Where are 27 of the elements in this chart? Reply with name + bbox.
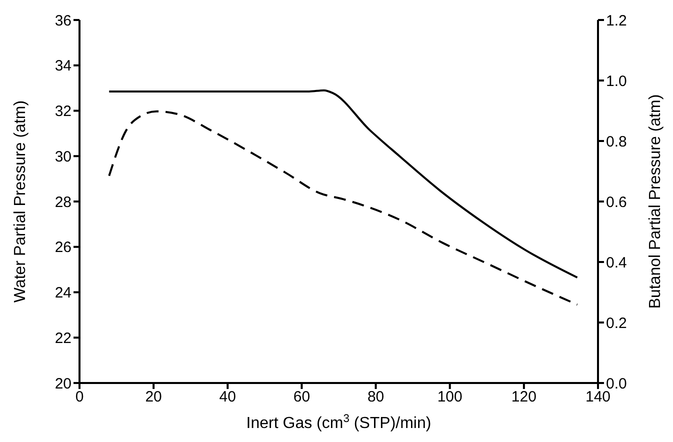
y2-tick-label: 0.2 (606, 314, 627, 332)
y2-axis-title: Butanol Partial Pressure (atm) (646, 94, 664, 309)
x-tick-label: 80 (367, 388, 384, 406)
x-tick-label: 60 (293, 388, 310, 406)
y2-tick-label: 1.0 (606, 72, 627, 90)
y-tick-label: 20 (54, 375, 72, 392)
y2-tick-label: 1.2 (606, 12, 627, 30)
x-tick-label: 40 (219, 388, 236, 406)
y-tick-label: 26 (54, 239, 72, 256)
y-axis-title: Water Partial Pressure (atm) (12, 100, 28, 303)
y2-tick-label: 0.4 (606, 254, 627, 272)
x-axis-title: Inert Gas (cm$^{3}$ (STP)/min) (246, 413, 432, 432)
line-series (108, 89, 578, 279)
x-tick-label: 20 (145, 388, 162, 406)
y2-tick-label: 0.8 (606, 133, 627, 150)
y-tick-label: 32 (54, 103, 72, 120)
y2-tick-label: 0.6 (606, 194, 627, 211)
y-tick-label: 34 (54, 58, 72, 75)
x-tick-label: 100 (437, 388, 462, 406)
y-tick-label: 36 (54, 12, 72, 30)
x-tick-label: 0 (75, 388, 84, 406)
y-tick-label: 22 (54, 330, 72, 347)
x-tick-label: 120 (511, 388, 536, 406)
line-series (108, 110, 578, 306)
y-tick-label: 24 (54, 284, 72, 302)
y-tick-label: 30 (54, 148, 72, 166)
y-tick-label: 28 (54, 194, 72, 211)
